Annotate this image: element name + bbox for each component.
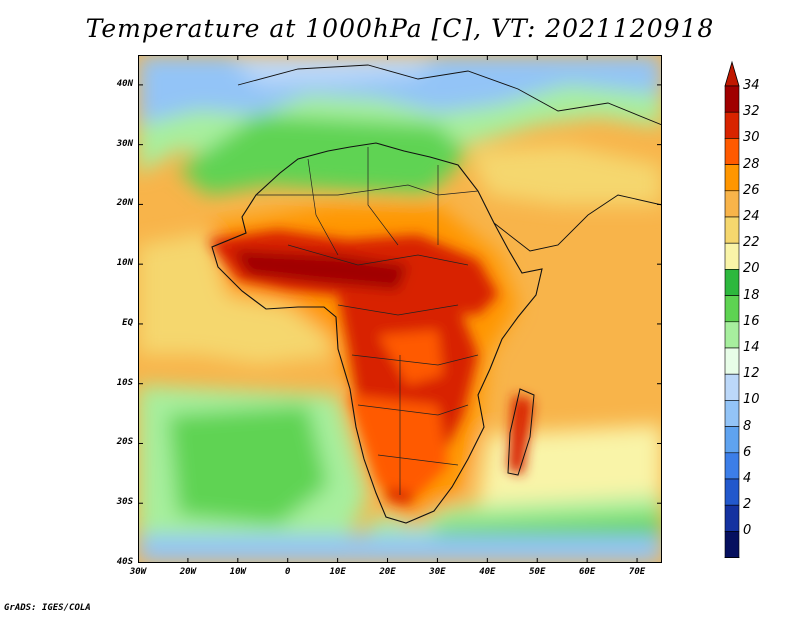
colorbar-level-label: 4 (743, 471, 752, 486)
colorbar-top-arrow (724, 60, 740, 87)
lat-label: 20N (116, 198, 133, 209)
colorbar-level-label: 12 (743, 366, 760, 382)
colorbar-swatch (724, 478, 740, 506)
colorbar-level-label: 8 (743, 418, 752, 434)
lon-label: 20W (179, 567, 197, 577)
colorbar-swatch (724, 531, 740, 558)
colorbar-level-label: 28 (743, 156, 760, 172)
colorbar-level-label: 6 (743, 444, 752, 460)
colorbar-level-label: 30 (743, 130, 760, 146)
colorbar-swatch (724, 400, 740, 427)
africa-coastline (211, 142, 543, 524)
lat-label: 40N (116, 78, 133, 89)
colorbar-swatch (724, 347, 740, 375)
arabia-coastline (493, 194, 662, 252)
colorbar-level-label: 10 (743, 392, 760, 408)
colorbar-level-label: 0 (743, 523, 752, 539)
country-borders (256, 147, 479, 495)
europe-coastline (237, 64, 662, 126)
colorbar-swatch (724, 85, 740, 113)
lat-label: EQ (122, 317, 133, 328)
colorbar-level-label: 16 (743, 313, 760, 329)
temperature-map (138, 55, 662, 563)
lat-label: 20S (116, 437, 133, 448)
colorbar-swatch (724, 426, 740, 454)
lon-label: 60E (579, 567, 596, 577)
lat-label: 40S (116, 557, 133, 567)
colorbar-swatch (724, 504, 740, 532)
colorbar-level-label: 26 (743, 182, 760, 198)
chart-title: Temperature at 1000hPa [C], VT: 20211209… (85, 14, 715, 43)
colorbar-level-label: 32 (743, 104, 760, 120)
lon-label: 40E (479, 567, 496, 577)
map-panel (138, 55, 662, 563)
lat-label: 10N (116, 258, 133, 269)
colorbar-swatch (724, 373, 740, 401)
lat-label: 30S (116, 497, 133, 508)
colorbar (724, 60, 740, 558)
colorbar-level-label: 2 (743, 497, 752, 513)
lat-label: 10S (116, 377, 133, 388)
lon-label: 10W (229, 567, 246, 577)
axis-ticks (138, 55, 662, 563)
madagascar-coastline (507, 388, 535, 476)
colorbar-level-label: 24 (743, 209, 760, 224)
colorbar-swatch (724, 111, 740, 139)
colorbar-swatch (724, 216, 740, 244)
lon-label: 50E (529, 567, 546, 577)
lat-label: 30N (116, 138, 133, 149)
colorbar-level-label: 18 (743, 287, 760, 303)
colorbar-level-label: 20 (743, 261, 760, 277)
colorbar-swatch (724, 138, 740, 165)
colorbar-swatch (724, 164, 740, 192)
lon-label: 20E (379, 567, 396, 577)
colorbar-level-label: 14 (743, 340, 760, 355)
footer-credit: GrADS: IGES/COLA (4, 603, 91, 613)
colorbar-level-label: 34 (743, 78, 760, 93)
lon-label: 0 (284, 567, 291, 577)
colorbar-swatch (724, 321, 740, 349)
lon-label: 30W (129, 567, 147, 577)
colorbar-swatch (724, 190, 740, 218)
lon-label: 10E (329, 567, 346, 577)
map-frame (138, 55, 662, 563)
colorbar-swatch (724, 452, 740, 480)
colorbar-swatch (724, 269, 740, 296)
colorbar-swatch (724, 242, 740, 270)
hot-core (208, 230, 533, 505)
lon-label: 70E (628, 567, 646, 577)
colorbar-swatch (724, 295, 740, 323)
lon-label: 30E (429, 567, 446, 577)
colorbar-level-label: 22 (743, 235, 760, 251)
